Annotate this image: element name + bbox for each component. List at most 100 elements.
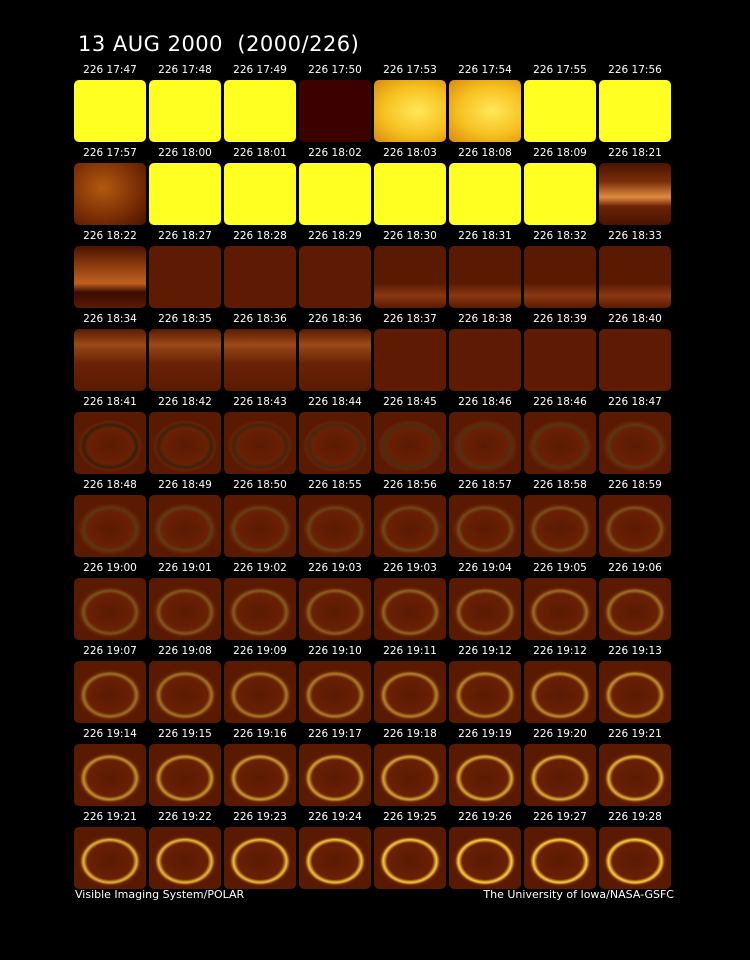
aurora-frame <box>149 246 221 308</box>
aurora-frame <box>299 661 371 723</box>
frame-label: 226 18:30 <box>383 230 437 242</box>
aurora-frame <box>149 329 221 391</box>
frame-label: 226 18:43 <box>233 396 287 408</box>
frame-label: 226 19:28 <box>608 811 662 823</box>
frame-label: 226 19:15 <box>158 728 212 740</box>
aurora-frame <box>449 744 521 806</box>
aurora-frame <box>74 80 146 142</box>
aurora-frame <box>74 661 146 723</box>
aurora-frame <box>224 827 296 889</box>
frame-label: 226 19:00 <box>83 562 137 574</box>
aurora-frame <box>149 163 221 225</box>
aurora-frame <box>299 827 371 889</box>
frame-label: 226 17:47 <box>83 64 137 76</box>
frame-label: 226 18:29 <box>308 230 362 242</box>
frame-label: 226 19:05 <box>533 562 587 574</box>
aurora-frame <box>149 412 221 474</box>
frame-label: 226 18:21 <box>608 147 662 159</box>
frame-label: 226 17:57 <box>83 147 137 159</box>
frame-label: 226 19:12 <box>458 645 512 657</box>
frame-label: 226 19:24 <box>308 811 362 823</box>
aurora-frame <box>524 80 596 142</box>
aurora-frame <box>149 661 221 723</box>
aurora-frame <box>224 163 296 225</box>
aurora-frame <box>299 329 371 391</box>
frame-label: 226 19:16 <box>233 728 287 740</box>
frame-label: 226 19:25 <box>383 811 437 823</box>
aurora-frame <box>74 163 146 225</box>
aurora-frame <box>524 163 596 225</box>
aurora-frame <box>224 246 296 308</box>
aurora-frame <box>224 661 296 723</box>
aurora-frame <box>299 80 371 142</box>
aurora-frame <box>599 246 671 308</box>
frame-label: 226 18:41 <box>83 396 137 408</box>
frame-label: 226 19:09 <box>233 645 287 657</box>
aurora-frame <box>74 329 146 391</box>
aurora-frame <box>224 578 296 640</box>
aurora-frame <box>224 495 296 557</box>
frame-label: 226 18:34 <box>83 313 137 325</box>
aurora-frame <box>149 495 221 557</box>
frame-label: 226 18:22 <box>83 230 137 242</box>
frame-label: 226 18:36 <box>233 313 287 325</box>
frame-label: 226 19:18 <box>383 728 437 740</box>
aurora-frame <box>524 661 596 723</box>
frame-label: 226 18:44 <box>308 396 362 408</box>
aurora-frame <box>374 329 446 391</box>
aurora-frame <box>374 412 446 474</box>
frame-label: 226 17:53 <box>383 64 437 76</box>
frame-label: 226 19:23 <box>233 811 287 823</box>
frame-label: 226 18:36 <box>308 313 362 325</box>
frame-label: 226 18:47 <box>608 396 662 408</box>
aurora-frame <box>299 744 371 806</box>
frame-label: 226 19:03 <box>308 562 362 574</box>
frame-label: 226 19:01 <box>158 562 212 574</box>
aurora-frame <box>524 495 596 557</box>
frame-label: 226 18:00 <box>158 147 212 159</box>
frame-label: 226 18:27 <box>158 230 212 242</box>
aurora-frame <box>449 412 521 474</box>
aurora-frame <box>74 744 146 806</box>
aurora-frame <box>74 578 146 640</box>
aurora-frame <box>449 163 521 225</box>
frame-label: 226 19:14 <box>83 728 137 740</box>
aurora-frame <box>299 163 371 225</box>
aurora-frame <box>599 661 671 723</box>
frame-label: 226 19:12 <box>533 645 587 657</box>
frame-label: 226 19:07 <box>83 645 137 657</box>
footer-left: Visible Imaging System/POLAR <box>75 888 245 901</box>
frame-label: 226 19:10 <box>308 645 362 657</box>
aurora-frame <box>224 744 296 806</box>
aurora-frame <box>524 329 596 391</box>
frame-label: 226 19:26 <box>458 811 512 823</box>
aurora-frame <box>374 163 446 225</box>
frame-label: 226 18:50 <box>233 479 287 491</box>
aurora-frame <box>449 578 521 640</box>
aurora-frame <box>74 246 146 308</box>
frame-label: 226 19:06 <box>608 562 662 574</box>
frame-label: 226 19:04 <box>458 562 512 574</box>
frame-label: 226 18:32 <box>533 230 587 242</box>
frame-label: 226 19:08 <box>158 645 212 657</box>
aurora-frame <box>599 163 671 225</box>
frame-label: 226 18:31 <box>458 230 512 242</box>
frame-label: 226 19:13 <box>608 645 662 657</box>
frame-label: 226 19:27 <box>533 811 587 823</box>
frame-label: 226 18:09 <box>533 147 587 159</box>
frame-label: 226 18:46 <box>458 396 512 408</box>
aurora-frame <box>524 412 596 474</box>
aurora-frame <box>599 80 671 142</box>
frame-label: 226 17:56 <box>608 64 662 76</box>
aurora-frame <box>299 412 371 474</box>
frame-label: 226 19:20 <box>533 728 587 740</box>
aurora-frame <box>449 661 521 723</box>
aurora-frame <box>299 495 371 557</box>
aurora-frame <box>374 495 446 557</box>
frame-label: 226 18:58 <box>533 479 587 491</box>
aurora-frame <box>524 744 596 806</box>
frame-label: 226 18:45 <box>383 396 437 408</box>
frame-label: 226 17:54 <box>458 64 512 76</box>
aurora-frame <box>374 661 446 723</box>
